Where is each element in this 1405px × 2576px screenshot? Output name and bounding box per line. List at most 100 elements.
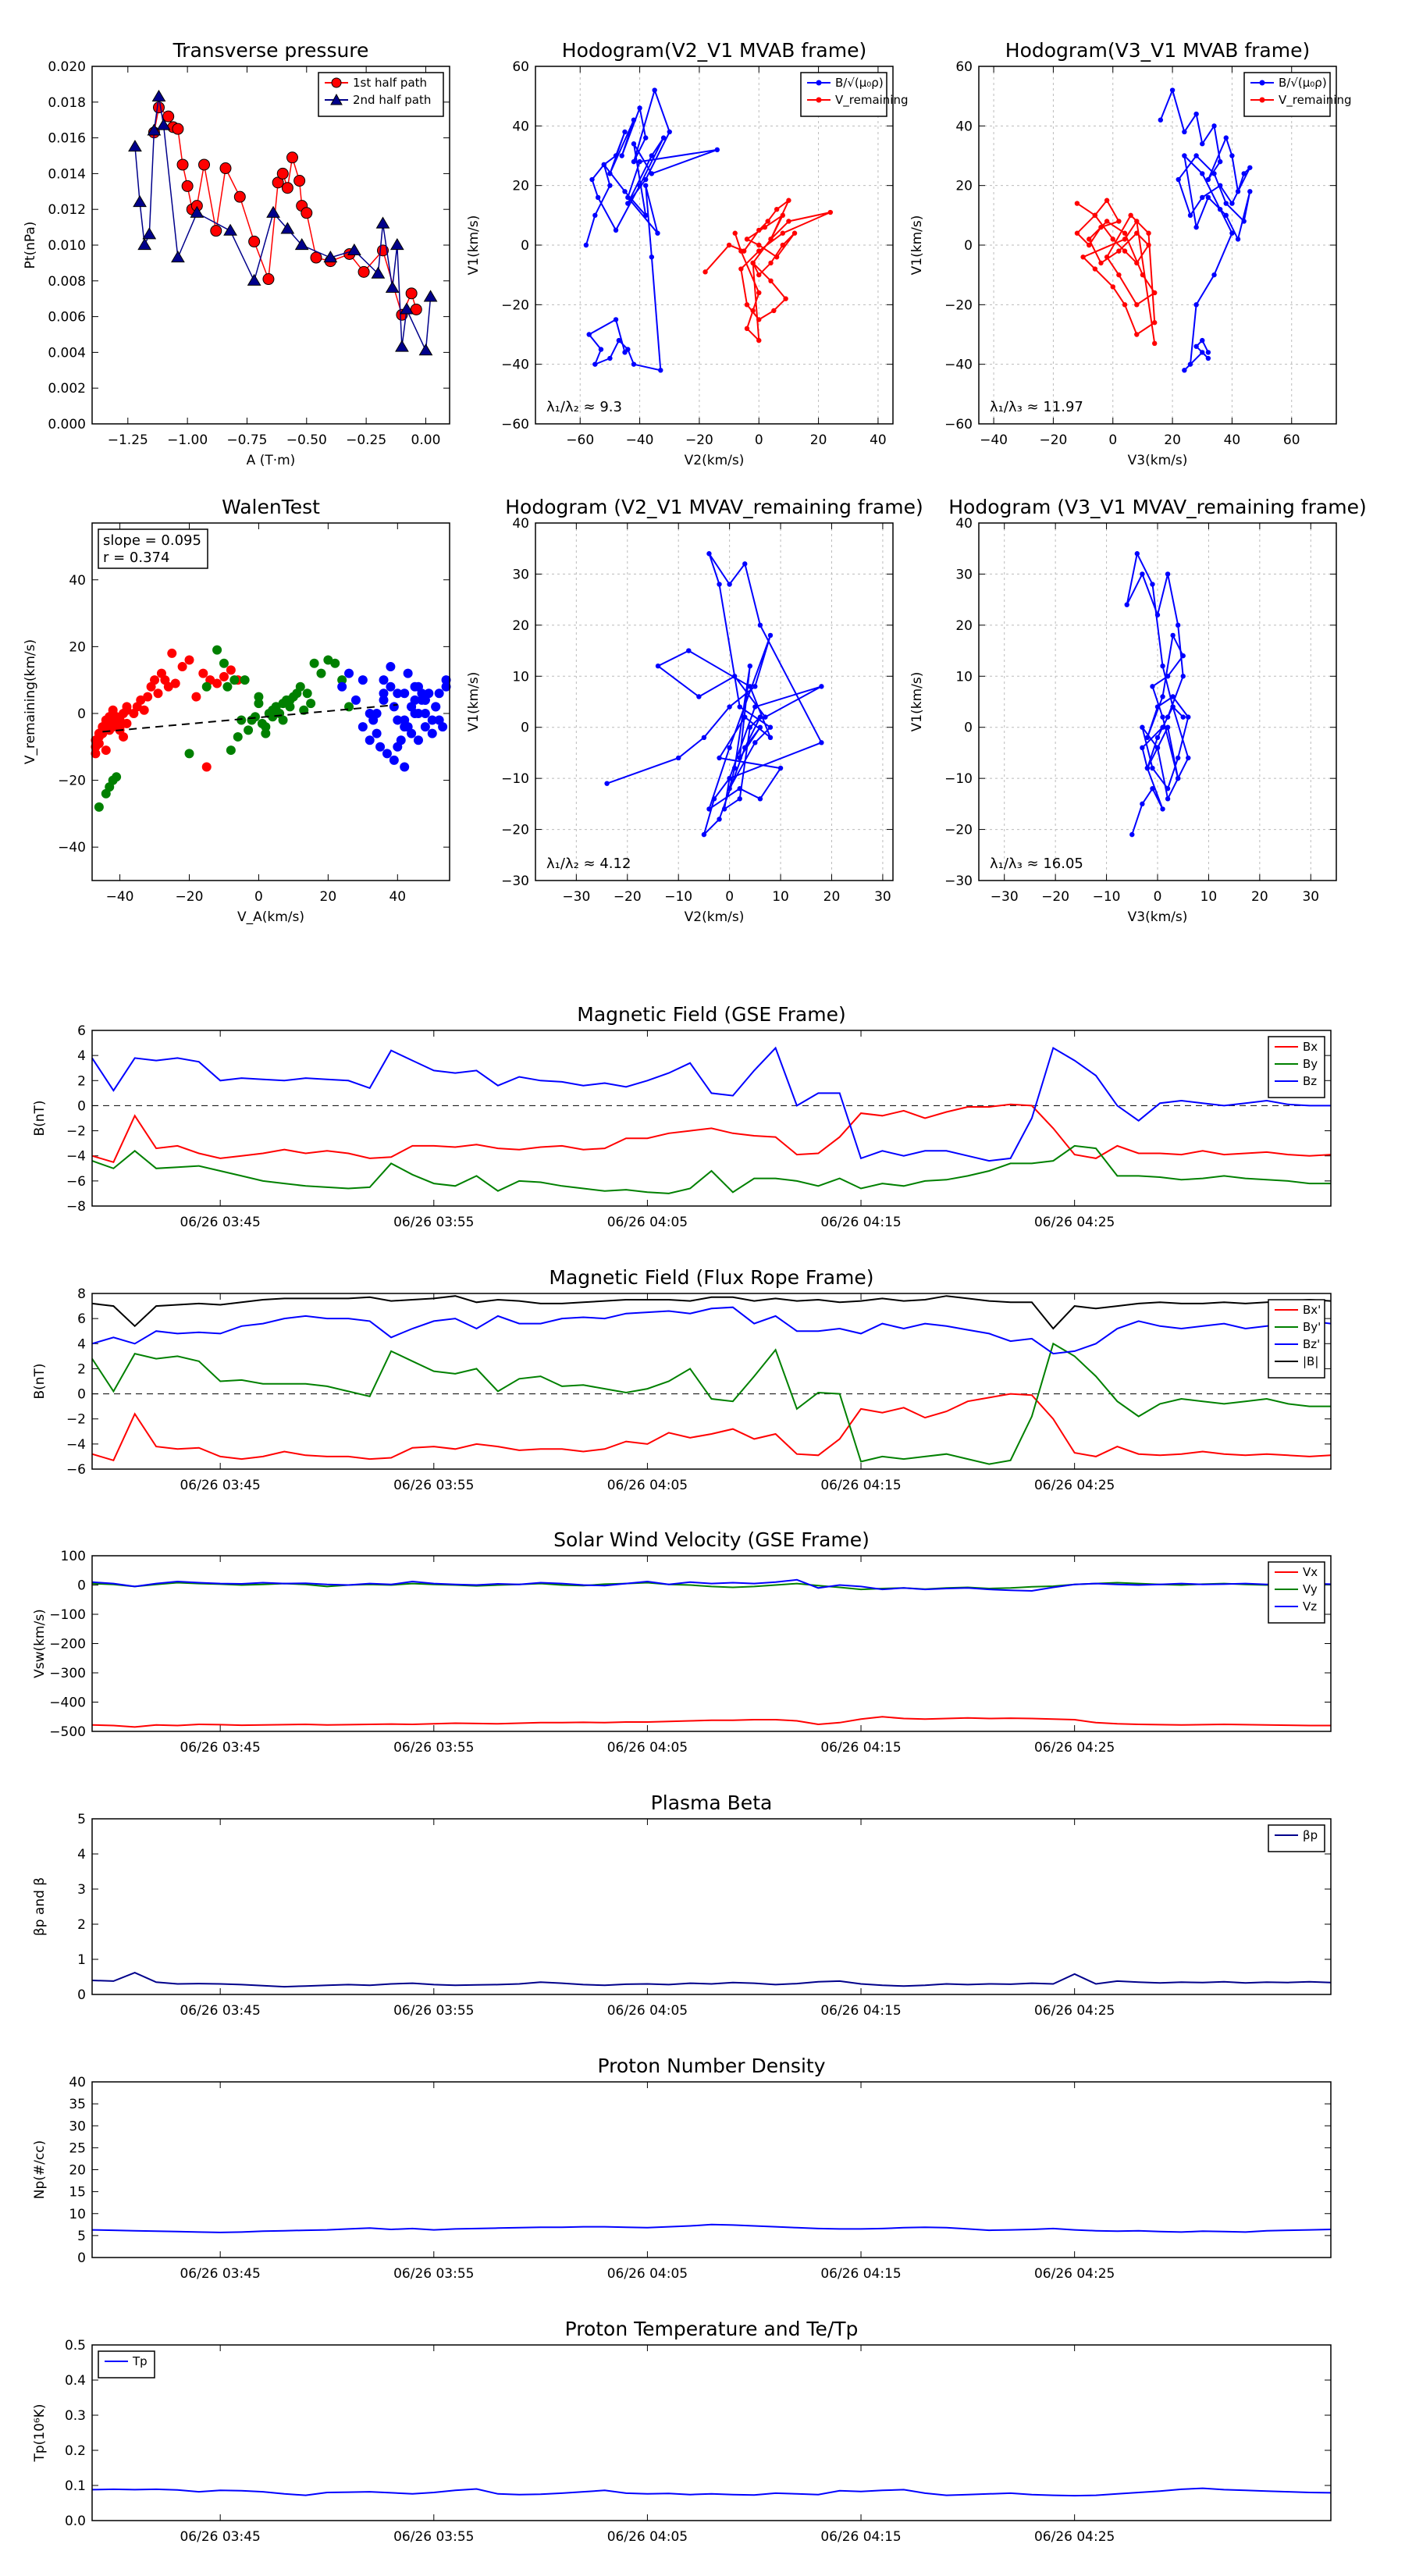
data-point [727,775,732,781]
data-point [1104,197,1110,203]
data-point [222,681,233,692]
legend-frame [1268,1299,1325,1379]
data-point [1160,724,1165,730]
y-tick-label: 0 [77,706,86,722]
series-line [91,1578,1332,1592]
data-point [350,695,361,705]
chart-title: Transverse pressure [173,39,369,62]
y-tick-label: −20 [58,774,86,789]
data-point [413,708,423,718]
data-point [637,105,642,111]
data-point [237,715,247,725]
series--p [91,1972,1332,1988]
x-tick-label: 06/26 03:55 [393,1215,474,1230]
x-tick-label: 30 [874,889,891,905]
data-point [1235,189,1241,194]
x-tick-label: −0.50 [286,432,327,448]
plot-frame [91,66,450,425]
chart-mag_gse: 06/26 03:45 06/26 03:55 06/26 04:05 06/26 0… [32,1003,1332,1230]
data-point [261,728,271,738]
chart-title: Solar Wind Velocity (GSE Frame) [553,1528,870,1551]
legend-label: V_remaining [835,93,909,108]
data-point [1160,806,1165,812]
y-tick-label: 0 [77,1578,86,1594]
data-point [190,205,205,218]
data-point [108,722,118,732]
legend-label: 1st half path [353,76,427,90]
data-point [643,183,649,188]
data-point [184,655,194,665]
data-point [752,740,758,745]
x-tick-label: −30 [562,889,590,905]
data-point [375,742,386,752]
x-axis-label: V3(km/s) [1128,909,1188,925]
legend-marker [816,80,822,86]
y-tick-label: 10 [512,669,529,685]
data-point [742,561,748,567]
data-point [613,153,619,158]
y-axis-label: V1(km/s) [909,215,925,276]
data-point [1223,201,1229,206]
data-point [1200,337,1205,343]
x-tick-label: 06/26 04:05 [607,1740,688,1756]
data-point [418,343,433,356]
y-tick-label: 3 [77,1882,86,1898]
data-point [717,755,722,761]
data-point [137,238,152,251]
data-point [1211,171,1217,176]
data-point [1140,745,1145,751]
y-tick-label: −20 [501,297,529,313]
x-tick-label: 06/26 03:45 [180,1478,260,1493]
data-point [756,227,762,233]
data-point [1080,254,1086,260]
chart-title: Magnetic Field (Flux Rope Frame) [549,1266,873,1289]
y-axis-label: B(nT) [32,1100,48,1136]
y-tick-label: 30 [69,2119,86,2134]
data-point [177,662,187,672]
y-tick-label: 0.020 [48,59,86,75]
data-point [767,724,774,730]
x-tick-label: 20 [1251,889,1268,905]
y-tick-label: −40 [58,840,86,856]
series-2 [337,662,451,772]
data-point [732,230,738,236]
data-point [423,290,438,302]
y-tick-label: 0.3 [65,2408,86,2424]
data-point [763,714,768,720]
data-point [744,326,750,332]
eigenvalue-ratio: λ₁/λ₂ ≈ 9.3 [546,399,622,415]
data-point [1193,224,1199,230]
x-tick-label: −20 [614,889,642,905]
chart-title: Hodogram (V3_V1 MVAV_remaining frame) [948,496,1367,518]
chart-title: Hodogram(V2_V1 MVAB frame) [562,39,866,62]
data-point [750,260,756,266]
data-point [1110,237,1115,242]
data-point [431,702,441,712]
data-point [1158,117,1164,123]
plot-frame [91,1555,1332,1732]
data-point [744,302,750,308]
y-tick-label: −40 [944,358,973,373]
series-line [91,1716,1331,1728]
data-point [592,361,598,367]
data-point [1193,153,1199,158]
data-point [201,762,212,772]
x-tick-label: 06/26 04:05 [607,2529,688,2545]
x-tick-label: 0 [755,432,763,448]
x-tick-label: 06/26 03:45 [180,1215,260,1230]
data-point [302,688,312,699]
data-point [1150,582,1155,587]
data-point [323,655,333,665]
data-point [777,765,784,771]
y-tick-label: 0.010 [48,238,86,254]
data-point [410,695,420,705]
y-tick-label: −30 [501,873,529,889]
y-tick-label: 6 [77,1311,86,1327]
x-tick-label: 06/26 03:55 [393,1740,474,1756]
data-point [301,207,313,219]
data-point [393,742,403,752]
data-point [717,582,722,587]
legend-label: B/√(μ₀ρ) [835,76,884,90]
data-point [386,662,396,672]
chart-title: Hodogram (V2_V1 MVAV_remaining frame) [505,496,923,518]
